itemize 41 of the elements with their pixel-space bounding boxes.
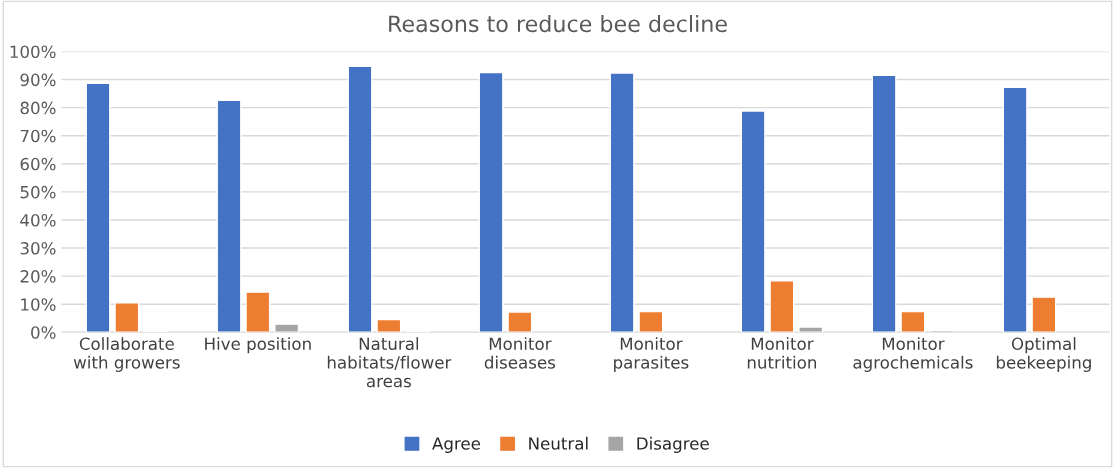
legend-label: Disagree — [637, 436, 709, 453]
bar — [478, 71, 504, 333]
legend-label: Neutral — [529, 436, 588, 450]
bar — [609, 72, 635, 333]
y-tick-label: 0% — [31, 326, 56, 339]
x-tick-label: Monitor agrochemicals — [853, 337, 973, 372]
bar — [740, 110, 766, 333]
y-tick-label: 20% — [20, 270, 56, 283]
bar — [347, 65, 373, 333]
bar — [85, 82, 111, 333]
x-tick-label: Hive position — [205, 337, 311, 354]
x-tick-label: Monitor diseases — [484, 337, 556, 369]
bar — [376, 318, 402, 333]
bar — [638, 310, 664, 333]
chart-title: Reasons to reduce bee decline — [389, 14, 727, 33]
x-tick-label: Monitor parasites — [614, 337, 689, 372]
bar — [798, 326, 824, 333]
x-tick-label: Collaborate with growers — [73, 337, 180, 372]
bar — [871, 74, 897, 333]
bar — [216, 99, 242, 333]
y-tick-label: 70% — [20, 129, 56, 143]
y-tick-label: 90% — [20, 73, 56, 87]
y-tick-label: 60% — [20, 157, 56, 171]
x-tick-label: Monitor nutrition — [747, 337, 817, 369]
bar — [769, 280, 795, 333]
y-tick-label: 10% — [21, 298, 56, 311]
bar — [507, 311, 533, 333]
y-tick-label: 50% — [20, 185, 56, 199]
legend-label: Agree — [432, 437, 481, 453]
y-tick-label: 30% — [20, 242, 56, 255]
x-tick-label: Optimal beekeeping — [996, 337, 1091, 372]
y-tick-label: 80% — [20, 101, 56, 115]
bar — [900, 310, 926, 333]
x-tick-label: Natural habitats/flower areas — [327, 337, 452, 388]
bar — [1031, 296, 1057, 333]
y-tick-label: 100% — [10, 45, 56, 59]
y-tick-label: 40% — [20, 213, 56, 227]
bar — [1002, 86, 1028, 333]
bar — [274, 323, 300, 333]
bar — [114, 302, 140, 333]
bar — [245, 291, 271, 333]
